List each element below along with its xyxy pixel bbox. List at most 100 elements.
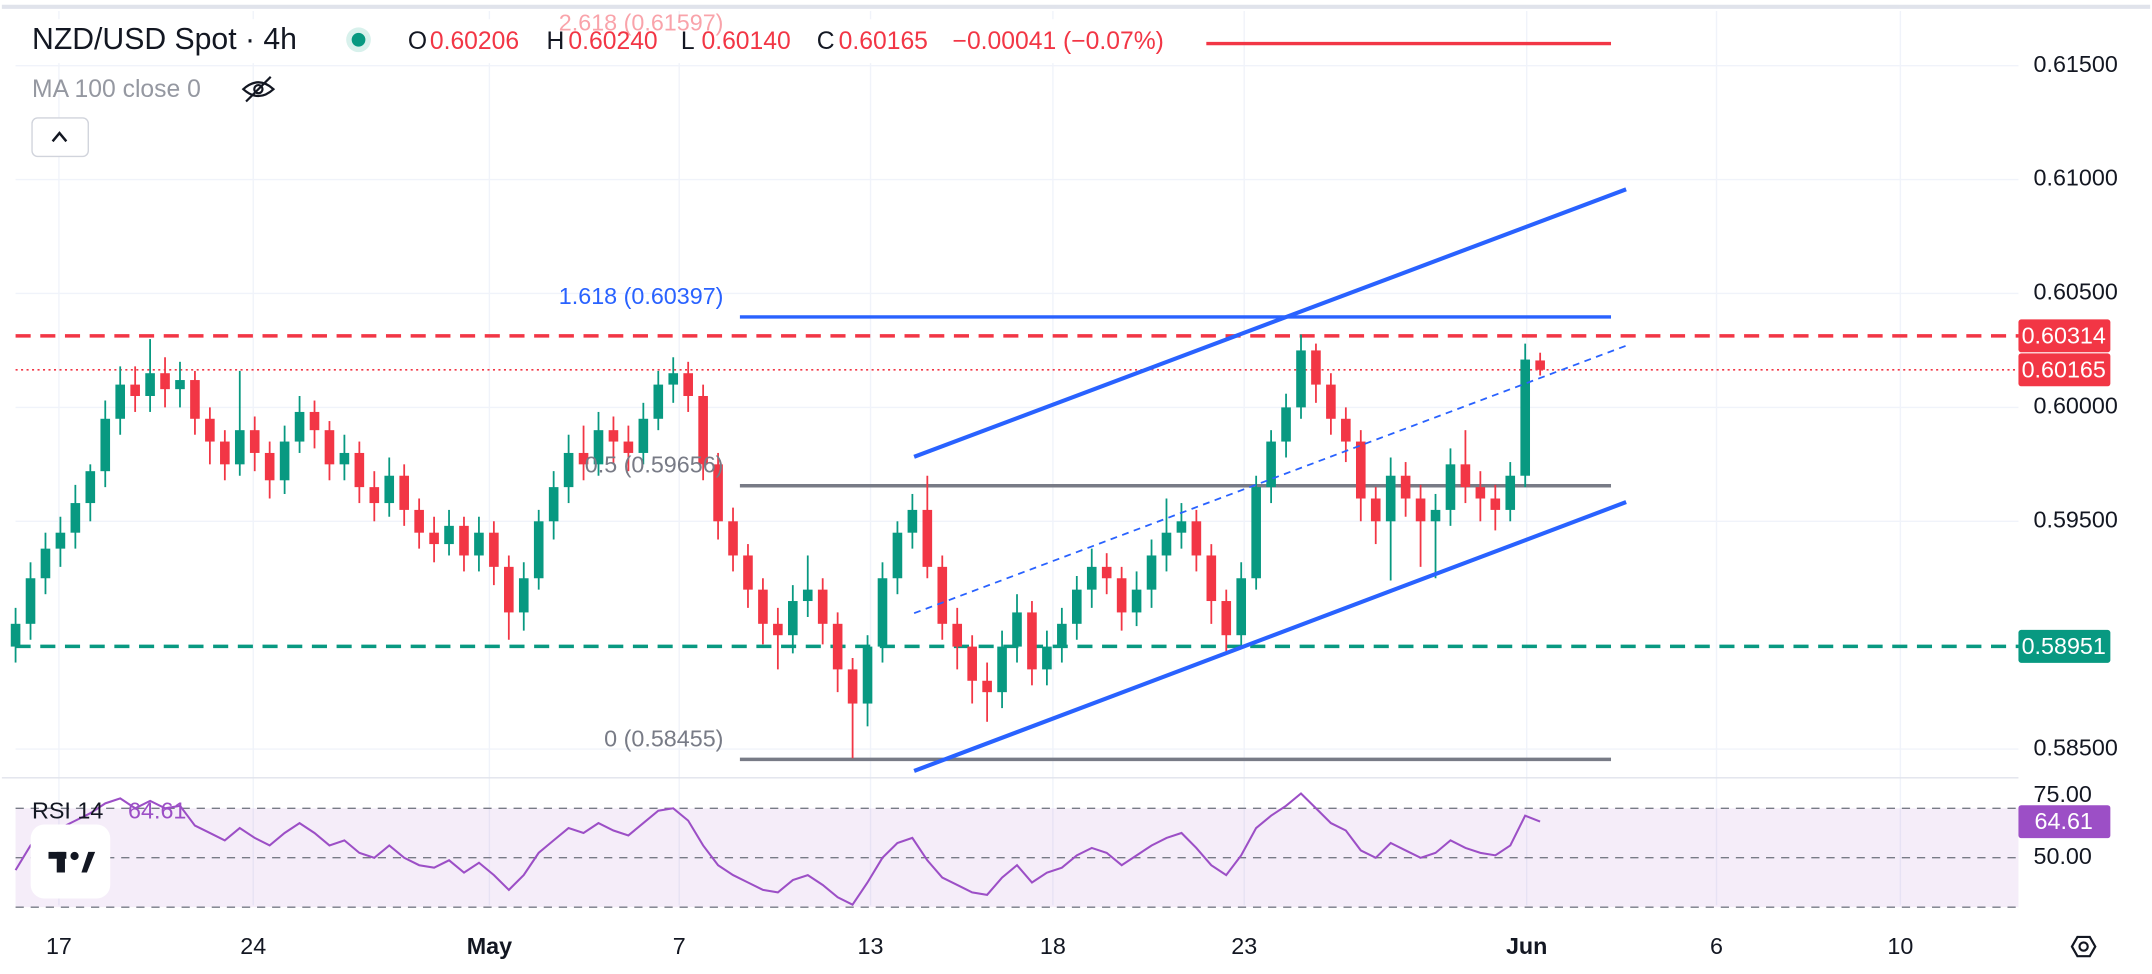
x-tick-label: 17 [46, 933, 72, 959]
price-tag-label: 0.60165 [2022, 356, 2106, 382]
candle-body [623, 441, 634, 453]
candle-body [1355, 441, 1366, 499]
rsi-tag-label: 64.61 [2035, 808, 2093, 834]
candle-body [1116, 578, 1127, 613]
fib-label: 2.618 (0.61597) [559, 10, 724, 36]
candle-body [234, 430, 245, 465]
change: −0.00041 (−0.07%) [953, 28, 1164, 55]
candle-body [1385, 475, 1396, 522]
candle-body [578, 452, 589, 465]
candle-body [847, 669, 858, 704]
price-tag [2018, 629, 2111, 663]
price-tag [2018, 319, 2111, 353]
y-tick-label: 0.60500 [2034, 279, 2118, 305]
candle-body [190, 380, 200, 419]
candle-body [788, 601, 798, 636]
candle-body [1281, 407, 1291, 442]
settings-icon[interactable] [2070, 935, 2097, 958]
candle-body [444, 525, 454, 545]
candle-body [907, 509, 918, 533]
candle-body [115, 384, 126, 419]
channel-top [913, 187, 1627, 459]
ohlc-key: L [681, 28, 695, 55]
candle-body [1236, 578, 1247, 636]
candle-body [10, 623, 21, 647]
ohlc-value: 0.60165 [839, 28, 928, 55]
candle-body [802, 589, 813, 602]
fib-label: 1.618 (0.60397) [559, 283, 724, 309]
ohlc-key: C [817, 28, 835, 55]
ohlc-value: 0.60140 [701, 28, 790, 55]
candle-body [414, 509, 424, 533]
candle-body [1101, 566, 1112, 579]
candle-body [399, 475, 409, 510]
candle-body [1161, 532, 1172, 556]
y-tick-label: 0.61500 [2034, 51, 2118, 77]
candle-body [1341, 418, 1351, 442]
candle-body [384, 475, 395, 504]
candle-body [264, 452, 275, 481]
channel-bottom [913, 500, 1627, 773]
candle-body [1251, 487, 1261, 579]
candle-body [429, 532, 439, 545]
rsi-title: RSI 14 [32, 797, 103, 823]
rsi-value: 64.61 [128, 797, 186, 823]
candle-body [130, 384, 140, 396]
candle-body [967, 646, 977, 681]
candle-body [1071, 589, 1082, 624]
candle-body [698, 395, 708, 465]
grid [15, 10, 2019, 906]
candle-body [728, 521, 738, 556]
candle-body [548, 487, 559, 522]
candle-body [40, 548, 51, 579]
y-tick-label: 0.61000 [2034, 165, 2118, 191]
price-tag-label: 0.60314 [2022, 322, 2106, 348]
y-tick-label: 0.60000 [2034, 393, 2118, 419]
candle-body [249, 430, 260, 453]
rsi-tick-label: 50.00 [2034, 843, 2092, 869]
candle-body [518, 578, 529, 613]
candle-body [533, 521, 544, 579]
price-tag [2018, 353, 2111, 387]
candle-body [25, 578, 36, 624]
candle-body [85, 471, 96, 504]
x-tick-label: 18 [1040, 933, 1066, 959]
fib-label: 0 (0.58455) [604, 725, 723, 751]
candle-body [832, 623, 843, 670]
ohlc-key: H [546, 28, 564, 55]
candle-body [205, 418, 215, 442]
candle-body [758, 589, 768, 624]
ohlc-value: 0.60206 [430, 28, 519, 55]
eye-off-icon[interactable] [241, 76, 276, 103]
candle-body [653, 384, 664, 419]
x-tick-label: Jun [1506, 933, 1547, 959]
candle-body [1146, 555, 1157, 590]
candle-body [1221, 601, 1232, 636]
candle-body [1206, 555, 1217, 602]
candle-body [922, 509, 933, 567]
candle-body [354, 452, 365, 488]
labels: NZD/USD Spot · 4h O 0.60206 H 0.60240 L … [21, 10, 2118, 959]
x-tick-label: May [467, 933, 512, 959]
candle-body [593, 430, 604, 465]
candle-body [324, 430, 335, 465]
candle-body [1400, 475, 1411, 499]
candle-body [1415, 498, 1426, 522]
price-tag-label: 0.58951 [2022, 633, 2106, 659]
candle-body [1296, 350, 1306, 408]
candle-body [70, 503, 81, 533]
candle-body [773, 623, 783, 636]
candle-body [220, 441, 230, 465]
collapse-button[interactable] [31, 117, 89, 158]
candle-body [1176, 521, 1187, 533]
candle-body [1266, 441, 1276, 488]
candle-body [474, 532, 484, 556]
channel-mid [913, 344, 1627, 615]
candle-body [1057, 623, 1067, 647]
candle-body [1131, 589, 1142, 613]
x-tick-label: 6 [1710, 933, 1723, 959]
candle-body [937, 566, 948, 624]
ohlc-key: O [408, 28, 427, 55]
candle-body [145, 373, 155, 396]
